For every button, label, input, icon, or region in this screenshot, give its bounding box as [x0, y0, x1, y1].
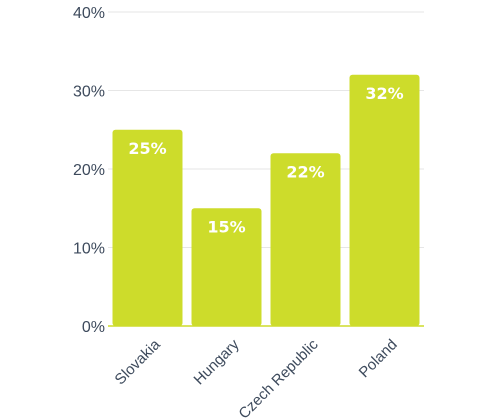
x-category-label: Slovakia — [112, 336, 165, 389]
x-category-label: Poland — [356, 336, 401, 381]
y-tick-label: 20% — [73, 162, 105, 179]
y-tick-label: 0% — [82, 319, 105, 336]
y-tick-label: 30% — [73, 84, 105, 101]
y-axis-tick-labels: 0% 10% 20% 30% 40% — [73, 5, 105, 336]
bars — [112, 74, 420, 326]
data-label: 15% — [207, 217, 245, 236]
data-labels: 25% 15% 22% 32% — [128, 84, 403, 236]
y-tick-label: 10% — [73, 241, 105, 258]
x-category-label: Hungary — [191, 336, 243, 388]
x-category-label: Czech Republic — [235, 336, 322, 419]
bar-poland — [349, 74, 420, 326]
bar-hungary — [191, 208, 262, 326]
data-label: 25% — [128, 139, 166, 158]
data-label: 22% — [286, 162, 324, 181]
bar-slovakia — [112, 129, 183, 326]
data-label: 32% — [365, 84, 403, 103]
y-tick-label: 40% — [73, 5, 105, 22]
bar-czech-republic — [270, 153, 341, 326]
